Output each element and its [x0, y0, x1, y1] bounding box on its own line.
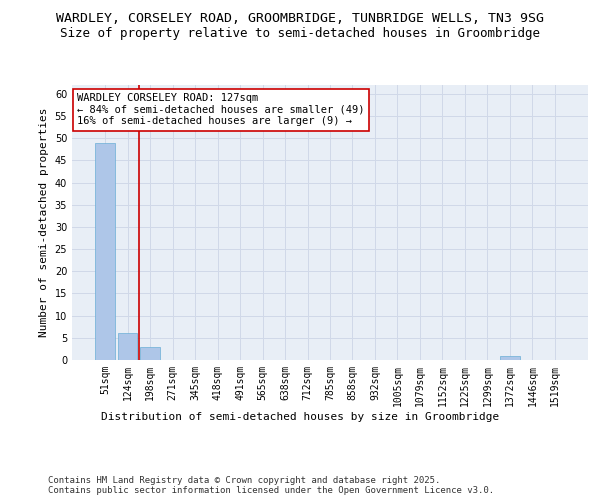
Bar: [118, 334, 137, 360]
Text: Contains HM Land Registry data © Crown copyright and database right 2025.
Contai: Contains HM Land Registry data © Crown c…: [48, 476, 494, 495]
Text: Distribution of semi-detached houses by size in Groombridge: Distribution of semi-detached houses by …: [101, 412, 499, 422]
Text: WARDLEY, CORSELEY ROAD, GROOMBRIDGE, TUNBRIDGE WELLS, TN3 9SG: WARDLEY, CORSELEY ROAD, GROOMBRIDGE, TUN…: [56, 12, 544, 26]
Y-axis label: Number of semi-detached properties: Number of semi-detached properties: [39, 108, 49, 337]
Text: Size of property relative to semi-detached houses in Groombridge: Size of property relative to semi-detach…: [60, 28, 540, 40]
Bar: [140, 346, 160, 360]
Bar: [500, 356, 520, 360]
Bar: [95, 142, 115, 360]
Text: WARDLEY CORSELEY ROAD: 127sqm
← 84% of semi-detached houses are smaller (49)
16%: WARDLEY CORSELEY ROAD: 127sqm ← 84% of s…: [77, 93, 365, 126]
